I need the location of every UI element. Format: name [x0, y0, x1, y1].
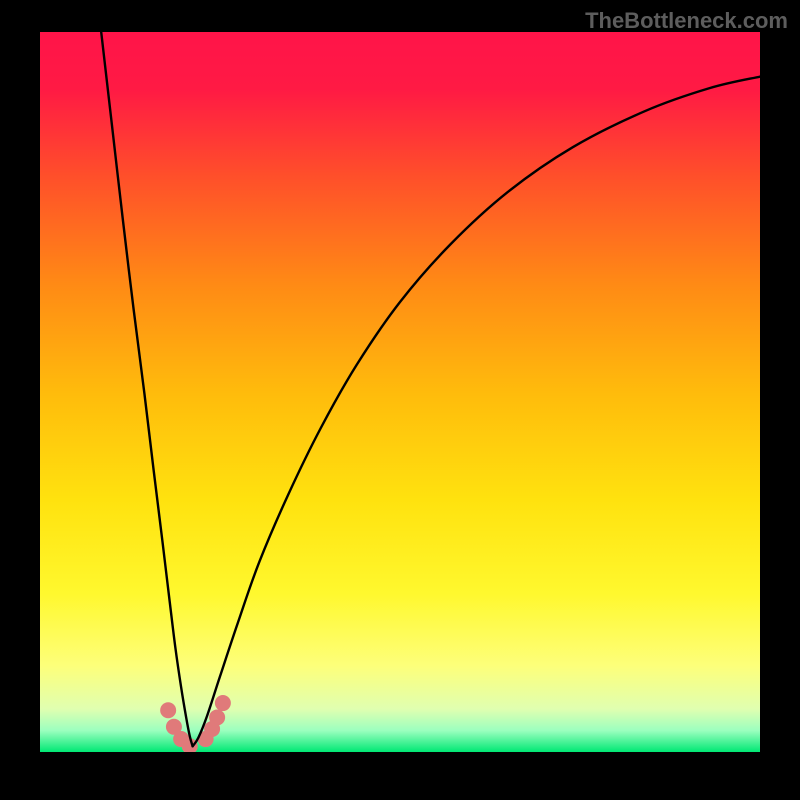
curve-right-branch [193, 77, 760, 747]
curve-layer [40, 32, 760, 752]
trough-marker [160, 702, 176, 718]
chart-plot-area [40, 32, 760, 752]
curve-left-branch [101, 32, 192, 746]
watermark-text: TheBottleneck.com [585, 8, 788, 34]
trough-marker [215, 695, 231, 711]
trough-marker [209, 709, 225, 725]
